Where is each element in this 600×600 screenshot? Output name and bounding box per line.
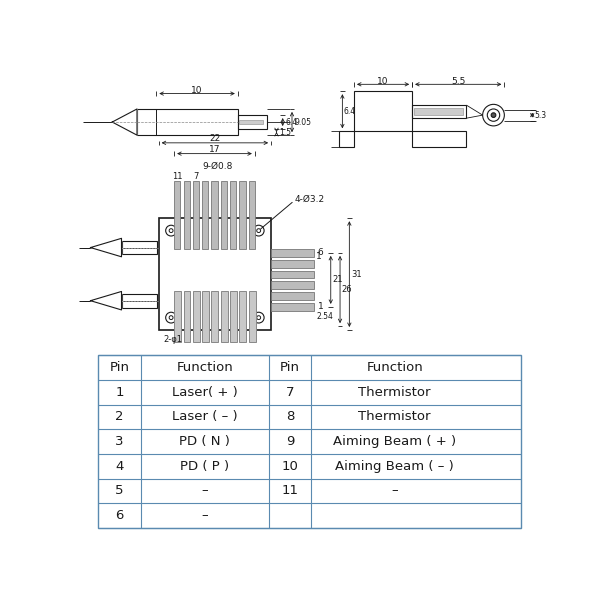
Text: Aiming Beam ( + ): Aiming Beam ( + ) bbox=[333, 435, 456, 448]
Bar bbox=[239, 292, 246, 341]
Text: –: – bbox=[202, 509, 208, 522]
Bar bbox=[211, 181, 218, 249]
Text: 4: 4 bbox=[115, 460, 124, 473]
Bar bbox=[271, 271, 314, 278]
Bar bbox=[239, 120, 263, 124]
Bar bbox=[248, 292, 256, 341]
Text: Function: Function bbox=[176, 361, 233, 374]
Text: 26: 26 bbox=[341, 285, 352, 294]
Text: 9-Ø0.8: 9-Ø0.8 bbox=[202, 161, 232, 170]
Text: 9.05: 9.05 bbox=[295, 118, 311, 127]
Text: Aiming Beam ( – ): Aiming Beam ( – ) bbox=[335, 460, 454, 473]
Text: Function: Function bbox=[367, 361, 423, 374]
Text: Laser ( – ): Laser ( – ) bbox=[172, 410, 238, 424]
Text: –: – bbox=[202, 484, 208, 497]
Text: PD ( P ): PD ( P ) bbox=[180, 460, 229, 473]
Text: Laser( + ): Laser( + ) bbox=[172, 386, 238, 399]
Bar bbox=[211, 292, 218, 341]
Bar bbox=[221, 292, 227, 341]
Text: 4-Ø3.2: 4-Ø3.2 bbox=[295, 194, 325, 203]
Bar bbox=[158, 218, 271, 330]
Text: 1: 1 bbox=[316, 252, 322, 262]
Text: 7: 7 bbox=[286, 386, 295, 399]
Text: 21: 21 bbox=[332, 275, 343, 284]
Text: 7: 7 bbox=[193, 172, 199, 181]
Bar bbox=[121, 294, 157, 308]
Bar bbox=[412, 105, 466, 118]
Bar bbox=[412, 131, 466, 146]
Bar bbox=[230, 181, 236, 249]
Bar bbox=[202, 292, 209, 341]
Bar bbox=[271, 292, 314, 300]
Bar bbox=[271, 260, 314, 268]
Text: 11: 11 bbox=[172, 172, 182, 181]
Text: 6: 6 bbox=[317, 248, 323, 257]
Bar bbox=[121, 241, 157, 254]
Text: 9: 9 bbox=[286, 435, 294, 448]
Text: 6: 6 bbox=[115, 509, 124, 522]
Bar bbox=[221, 181, 227, 249]
Text: 6.4: 6.4 bbox=[344, 107, 356, 116]
Text: 1: 1 bbox=[115, 386, 124, 399]
Text: 17: 17 bbox=[209, 145, 220, 154]
Text: 3: 3 bbox=[115, 435, 124, 448]
Text: 10: 10 bbox=[377, 77, 389, 86]
Polygon shape bbox=[112, 109, 137, 135]
Text: PD ( N ): PD ( N ) bbox=[179, 435, 230, 448]
Bar bbox=[230, 292, 237, 341]
Text: 6.4: 6.4 bbox=[285, 118, 297, 127]
Text: Thermistor: Thermistor bbox=[358, 386, 431, 399]
Bar bbox=[354, 91, 412, 131]
Text: 5.5: 5.5 bbox=[451, 77, 466, 86]
Text: Pin: Pin bbox=[110, 361, 130, 374]
Bar bbox=[271, 281, 314, 289]
Text: 10: 10 bbox=[191, 86, 203, 95]
Bar bbox=[193, 181, 199, 249]
Text: 1: 1 bbox=[317, 302, 323, 311]
Bar bbox=[184, 181, 190, 249]
Text: 2.54: 2.54 bbox=[316, 311, 333, 320]
Text: 10: 10 bbox=[281, 460, 299, 473]
Text: 2: 2 bbox=[115, 410, 124, 424]
Bar bbox=[338, 131, 354, 146]
Bar bbox=[184, 292, 190, 341]
Bar bbox=[271, 249, 314, 257]
Text: 8: 8 bbox=[286, 410, 294, 424]
Text: 5: 5 bbox=[115, 484, 124, 497]
Bar bbox=[248, 181, 255, 249]
Bar bbox=[174, 181, 181, 249]
Bar bbox=[193, 292, 200, 341]
Polygon shape bbox=[91, 292, 121, 310]
Text: 31: 31 bbox=[351, 269, 362, 278]
Circle shape bbox=[491, 113, 496, 118]
Text: 22: 22 bbox=[209, 134, 221, 143]
Bar bbox=[174, 292, 181, 341]
Bar bbox=[239, 181, 245, 249]
Bar bbox=[238, 115, 267, 129]
Bar bbox=[202, 181, 208, 249]
Text: Pin: Pin bbox=[280, 361, 300, 374]
Text: 2-φ1: 2-φ1 bbox=[163, 335, 182, 344]
Polygon shape bbox=[91, 238, 121, 257]
Bar bbox=[415, 108, 463, 115]
Text: 11: 11 bbox=[281, 484, 299, 497]
Bar bbox=[137, 109, 238, 135]
Bar bbox=[271, 303, 314, 311]
Text: Thermistor: Thermistor bbox=[358, 410, 431, 424]
Text: –: – bbox=[391, 484, 398, 497]
Bar bbox=[98, 355, 521, 528]
Text: 5.3: 5.3 bbox=[535, 110, 547, 119]
Text: 1.5: 1.5 bbox=[279, 128, 291, 137]
